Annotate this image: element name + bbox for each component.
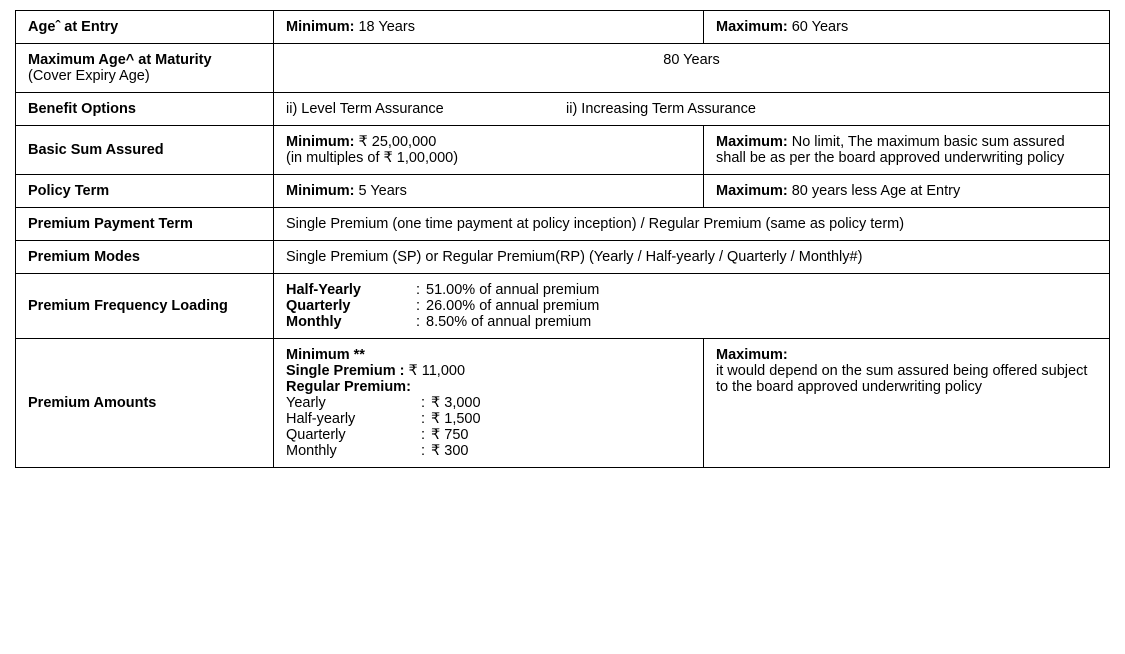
freq-m-val: 8.50% of annual premium	[426, 314, 591, 330]
label-benefit-options: Benefit Options	[16, 93, 274, 125]
amounts-max: Maximum: it would depend on the sum assu…	[704, 339, 1109, 467]
pmodes-value: Single Premium (SP) or Regular Premium(R…	[274, 241, 1109, 273]
age-entry-min-label: Minimum:	[286, 19, 354, 35]
policy-term-max-value: 80 years less Age at Entry	[788, 183, 960, 199]
row-age-entry: Ageˆ at Entry Minimum: 18 Years Maximum:…	[16, 11, 1109, 44]
amounts-sp-label: Single Premium :	[286, 363, 404, 379]
amounts-hy-val: ₹ 1,500	[431, 411, 481, 427]
row-policy-term: Policy Term Minimum: 5 Years Maximum: 80…	[16, 175, 1109, 208]
benefit-options-value: ii) Level Term Assurance ii) Increasing …	[274, 93, 1109, 125]
label-max-age-maturity: Maximum Age^ at Maturity (Cover Expiry A…	[16, 44, 274, 92]
amounts-y-key: Yearly	[286, 395, 421, 411]
policy-term-min-value: 5 Years	[354, 183, 406, 199]
label-freq-loading: Premium Frequency Loading	[16, 274, 274, 338]
max-age-maturity-value: 80 Years	[274, 44, 1109, 92]
amounts-max-label: Maximum:	[716, 347, 1097, 363]
basic-sum-min-sub: (in multiples of ₹ 1,00,000)	[286, 150, 458, 166]
amounts-y-val: ₹ 3,000	[431, 395, 481, 411]
label-basic-sum: Basic Sum Assured	[16, 126, 274, 174]
age-entry-max: Maximum: 60 Years	[704, 11, 1109, 43]
amounts-q-val: ₹ 750	[431, 427, 468, 443]
policy-term-min: Minimum: 5 Years	[274, 175, 704, 207]
freq-loading-value: Half-Yearly : 51.00% of annual premium Q…	[274, 274, 1109, 338]
amounts-m-key: Monthly	[286, 443, 421, 459]
label-age-entry: Ageˆ at Entry	[16, 11, 274, 43]
row-benefit-options: Benefit Options ii) Level Term Assurance…	[16, 93, 1109, 126]
benefit-option-2: ii) Increasing Term Assurance	[566, 101, 756, 117]
max-age-maturity-label: Maximum Age^ at Maturity	[28, 52, 212, 68]
policy-spec-table: Ageˆ at Entry Minimum: 18 Years Maximum:…	[15, 10, 1110, 468]
row-ppt: Premium Payment Term Single Premium (one…	[16, 208, 1109, 241]
freq-m-key: Monthly	[286, 314, 416, 330]
freq-q-key: Quarterly	[286, 298, 416, 314]
age-entry-max-label: Maximum:	[716, 19, 788, 35]
age-entry-max-value: 60 Years	[788, 19, 848, 35]
row-freq-loading: Premium Frequency Loading Half-Yearly : …	[16, 274, 1109, 339]
label-policy-term: Policy Term	[16, 175, 274, 207]
amounts-hy-key: Half-yearly	[286, 411, 421, 427]
label-ppt: Premium Payment Term	[16, 208, 274, 240]
ppt-value: Single Premium (one time payment at poli…	[274, 208, 1109, 240]
policy-term-max-label: Maximum:	[716, 183, 788, 199]
freq-hy-key: Half-Yearly	[286, 282, 416, 298]
amounts-min: Minimum ** Single Premium : ₹ 11,000 Reg…	[274, 339, 704, 467]
basic-sum-max-label: Maximum:	[716, 134, 788, 150]
freq-q-val: 26.00% of annual premium	[426, 298, 599, 314]
age-entry-min-value: 18 Years	[354, 19, 414, 35]
freq-hy-val: 51.00% of annual premium	[426, 282, 599, 298]
amounts-q-key: Quarterly	[286, 427, 421, 443]
amounts-rp-label: Regular Premium:	[286, 379, 691, 395]
amounts-m-val: ₹ 300	[431, 443, 468, 459]
row-max-age-maturity: Maximum Age^ at Maturity (Cover Expiry A…	[16, 44, 1109, 93]
label-amounts: Premium Amounts	[16, 339, 274, 467]
basic-sum-min-value: ₹ 25,00,000	[354, 134, 436, 150]
amounts-min-label: Minimum **	[286, 347, 691, 363]
basic-sum-min-label: Minimum:	[286, 134, 354, 150]
policy-term-min-label: Minimum:	[286, 183, 354, 199]
policy-term-max: Maximum: 80 years less Age at Entry	[704, 175, 1109, 207]
row-pmodes: Premium Modes Single Premium (SP) or Reg…	[16, 241, 1109, 274]
max-age-maturity-sublabel: (Cover Expiry Age)	[28, 68, 150, 84]
benefit-option-1: ii) Level Term Assurance	[286, 101, 566, 117]
row-basic-sum: Basic Sum Assured Minimum: ₹ 25,00,000 (…	[16, 126, 1109, 175]
age-entry-min: Minimum: 18 Years	[274, 11, 704, 43]
basic-sum-max: Maximum: No limit, The maximum basic sum…	[704, 126, 1109, 174]
basic-sum-min: Minimum: ₹ 25,00,000 (in multiples of ₹ …	[274, 126, 704, 174]
amounts-max-text: it would depend on the sum assured being…	[716, 363, 1097, 395]
row-amounts: Premium Amounts Minimum ** Single Premiu…	[16, 339, 1109, 467]
amounts-sp-val: ₹ 11,000	[404, 363, 465, 379]
label-pmodes: Premium Modes	[16, 241, 274, 273]
